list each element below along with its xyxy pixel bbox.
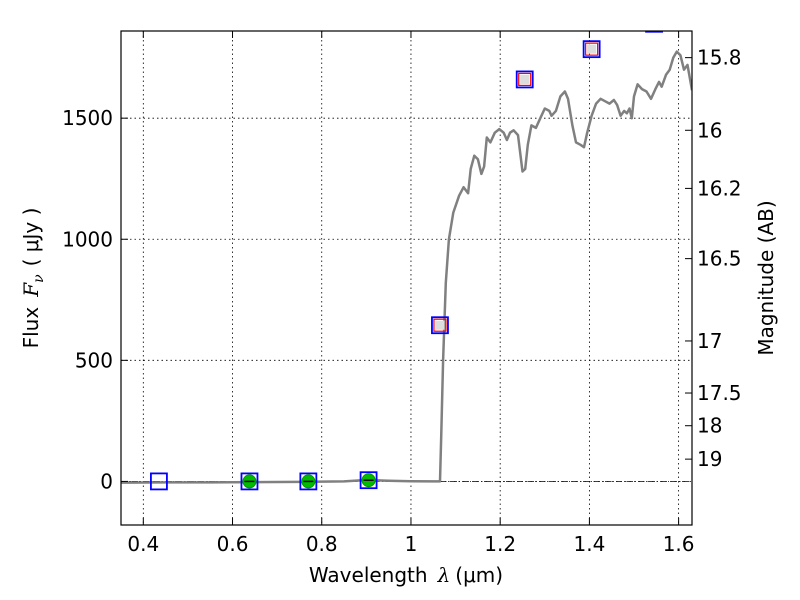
y-tick-label: 500 xyxy=(75,348,113,372)
y2-tick-label: 17 xyxy=(697,329,722,353)
y2-tick-label: 16.2 xyxy=(697,176,742,200)
model-photometry-fill xyxy=(435,320,445,330)
y2-axis-title: Magnitude (AB) xyxy=(754,200,778,355)
grid xyxy=(121,31,692,525)
photometry-box xyxy=(240,472,259,491)
photometry-box xyxy=(431,316,449,335)
x-tick-label: 1 xyxy=(405,532,418,556)
x-tick-label: 1.2 xyxy=(484,532,516,556)
y2-tick-label: 17.5 xyxy=(697,381,742,405)
photometry-box xyxy=(299,472,318,491)
y2-tick-label: 18 xyxy=(697,414,722,438)
model-photometry-fill xyxy=(587,44,597,54)
model-photometry-square xyxy=(518,72,532,87)
y2-tick-label: 15.8 xyxy=(697,46,742,70)
y2-tick-label: 16 xyxy=(697,118,722,142)
model-photometry-fill xyxy=(520,74,530,84)
observed-points xyxy=(242,473,376,489)
photometry-box xyxy=(582,40,601,59)
model-photometry-square xyxy=(585,42,599,56)
model-spectrum-line xyxy=(121,50,692,484)
y-axis-title: FluxFν( μJy ) xyxy=(19,208,47,349)
y-tick-label: 1500 xyxy=(62,106,113,130)
model-photometry-square xyxy=(433,318,447,332)
plot-frame xyxy=(120,30,693,526)
x-tick-label: 1.6 xyxy=(663,532,695,556)
x-tick-label: 1.4 xyxy=(573,532,605,556)
y2-tick-label: 19 xyxy=(697,447,722,471)
photometry-boxes xyxy=(150,31,663,491)
axis-ticks: 0.4 0.6 0.8 1 1.2 1.4 1.6 0 500 1000 1500 15.8 16 16.… xyxy=(62,31,742,556)
y-tick-label: 1000 xyxy=(62,227,113,251)
x-tick-label: 0.6 xyxy=(217,532,249,556)
x-tick-label: 0.8 xyxy=(306,532,338,556)
photometry-box xyxy=(150,472,168,491)
photometry-box xyxy=(515,70,534,89)
y-tick-label: 0 xyxy=(100,469,113,493)
model-photometry-squares xyxy=(433,42,599,332)
photometry-box xyxy=(359,471,378,490)
plot-area xyxy=(121,31,692,491)
x-tick-label: 0.4 xyxy=(127,532,159,556)
photometry-box xyxy=(645,31,663,33)
x-axis-title: Wavelength λ (μm) xyxy=(309,563,503,587)
y2-tick-label: 16.5 xyxy=(697,247,742,271)
